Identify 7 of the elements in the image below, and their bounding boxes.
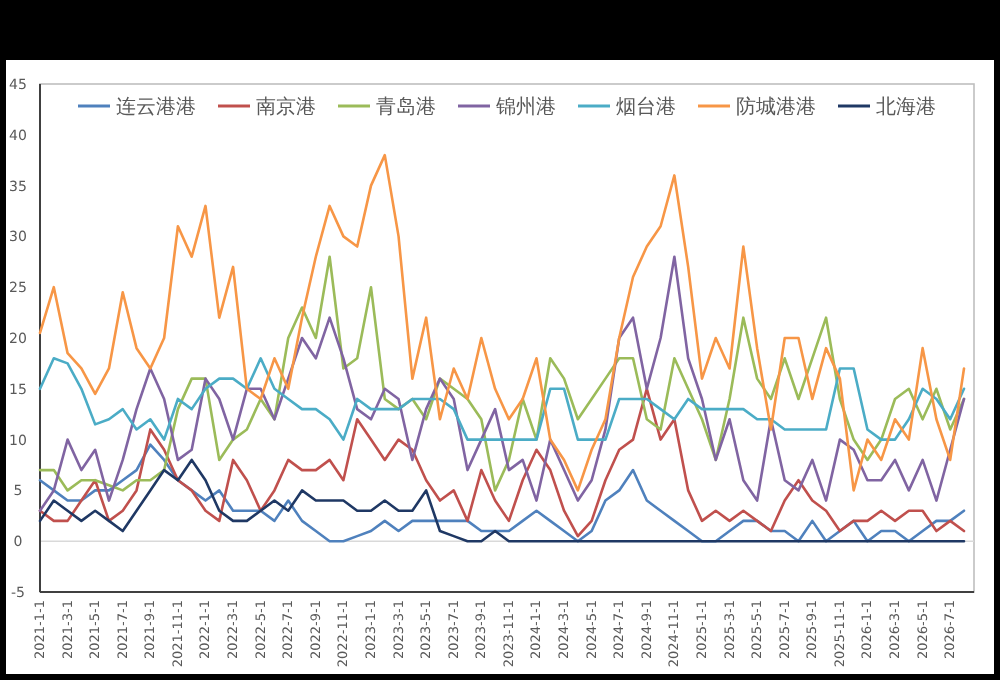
legend-label: 防城港港 bbox=[736, 95, 816, 119]
legend-label: 锦州港 bbox=[494, 95, 556, 119]
legend-label: 烟台港 bbox=[616, 95, 676, 119]
legend-label: 南京港 bbox=[256, 95, 316, 119]
legend-label: 青岛港 bbox=[376, 95, 436, 119]
legend-label: 连云港港 bbox=[116, 95, 196, 119]
legend-label: 北海港 bbox=[876, 95, 936, 119]
